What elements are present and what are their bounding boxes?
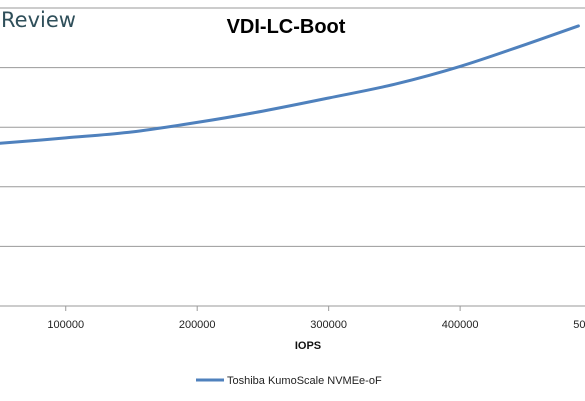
series-line-0: [0, 24, 580, 145]
x-tick-label-2: 300000: [310, 319, 347, 331]
brand-logo-text: Review: [1, 8, 76, 32]
legend-label: Toshiba KumoScale NVMEe-oF: [227, 375, 382, 387]
x-tick-label-3: 400000: [442, 319, 479, 331]
x-tick-label-4: 500000: [573, 319, 585, 331]
legend: Toshiba KumoScale NVMEe-oF: [196, 375, 382, 387]
x-tick-label-0: 100000: [47, 319, 84, 331]
series-lines: [0, 24, 580, 145]
chart-title: VDI-LC-Boot: [227, 16, 346, 38]
x-tick-label-1: 200000: [179, 319, 216, 331]
gridlines: [0, 7, 585, 307]
x-axis-label: IOPS: [295, 340, 321, 352]
x-axis-ticks: 100000 200000 300000 400000 500000: [47, 306, 585, 331]
